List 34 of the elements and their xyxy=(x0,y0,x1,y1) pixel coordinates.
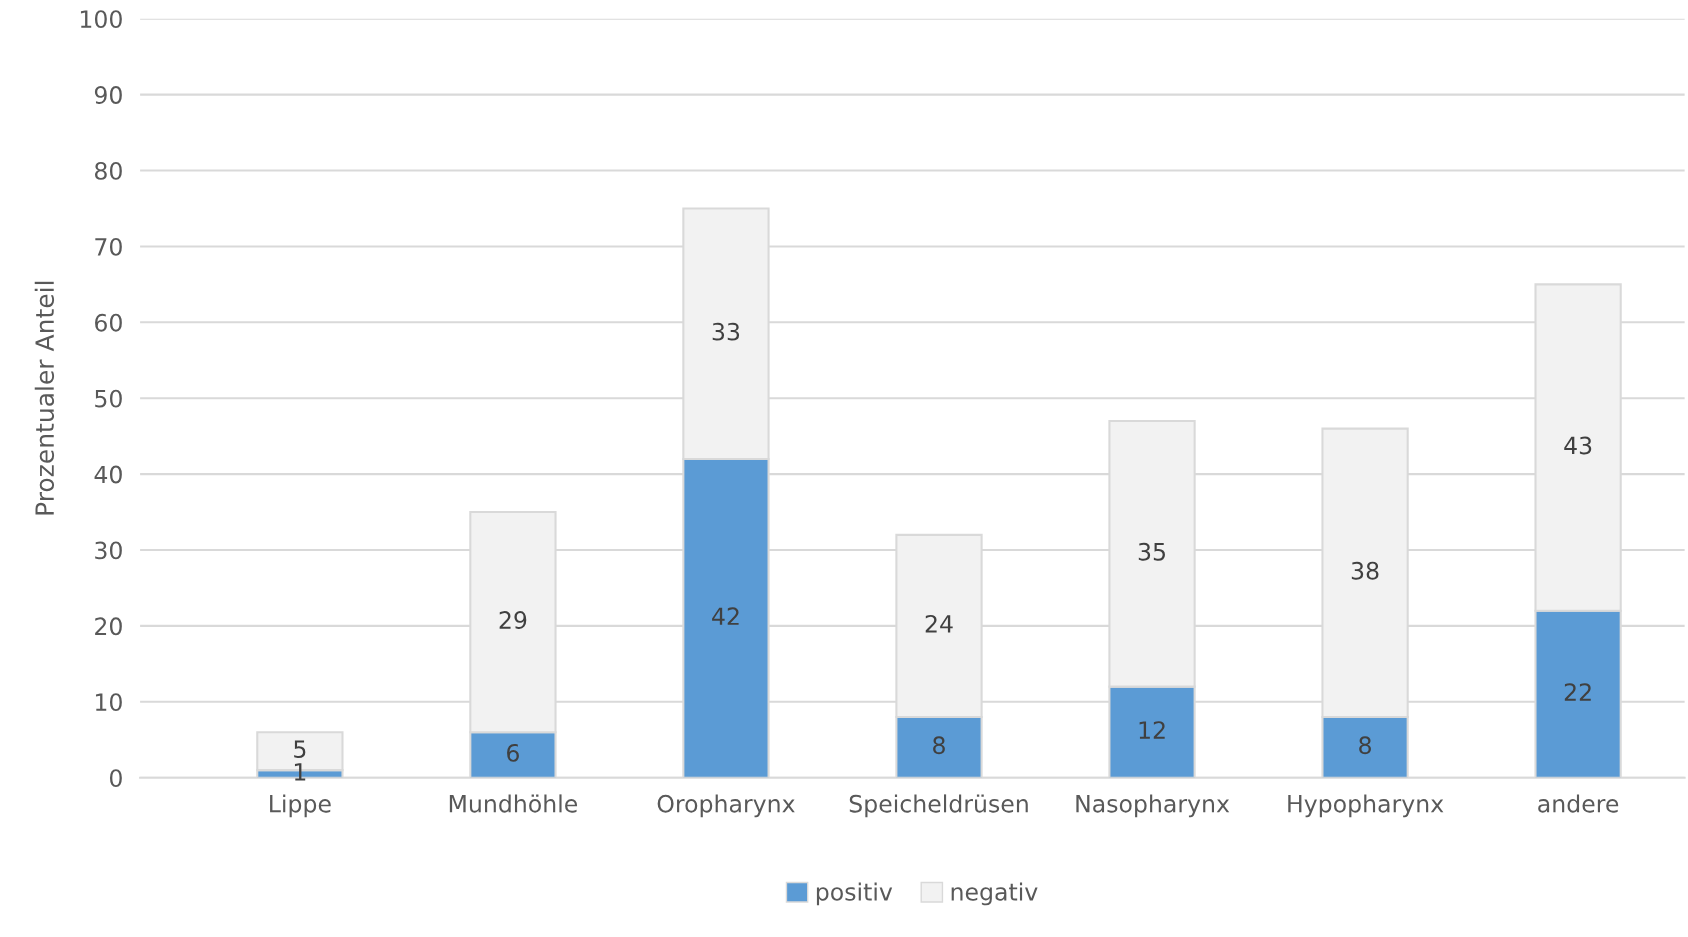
x-tick-label: Mundhöhle xyxy=(449,794,578,813)
data-label: 38 xyxy=(1351,561,1379,580)
y-tick-label: 10 xyxy=(95,693,122,712)
y-tick-label: 90 xyxy=(94,86,122,104)
data-label: 8 xyxy=(933,736,945,755)
x-tick-label: andere xyxy=(1538,794,1619,813)
x-tick-label: Speicheldrüsen xyxy=(849,794,1028,818)
y-tick-label: 30 xyxy=(95,541,122,560)
y-tick-label: 60 xyxy=(95,313,122,332)
data-label: 33 xyxy=(712,322,740,341)
y-tick-label: 50 xyxy=(95,389,122,408)
data-label: 5 xyxy=(294,740,306,758)
data-label: 29 xyxy=(499,611,527,629)
data-label: 22 xyxy=(1564,683,1591,701)
y-tick-label: 100 xyxy=(80,10,122,29)
x-tick-label: Lippe xyxy=(270,794,331,818)
y-tick-label: 40 xyxy=(94,465,122,484)
x-tick-label: Nasopharynx xyxy=(1076,794,1230,818)
y-tick-label: 70 xyxy=(95,237,122,256)
data-label: 24 xyxy=(925,614,953,633)
data-label: 8 xyxy=(1359,736,1371,755)
x-tick-label: Oropharynx xyxy=(657,794,795,818)
y-tick-label: 80 xyxy=(94,161,122,180)
data-label: 6 xyxy=(507,743,519,762)
legend-label: positiv xyxy=(816,882,893,906)
x-tick-label: Hypopharynx xyxy=(1288,794,1444,818)
y-tick-label: 0 xyxy=(109,769,122,788)
data-label: 42 xyxy=(712,607,739,625)
data-label: 43 xyxy=(1564,436,1592,455)
data-label: 12 xyxy=(1139,721,1165,739)
data-label: 35 xyxy=(1138,542,1165,561)
y-tick-label: 20 xyxy=(95,617,122,636)
legend-label: negativ xyxy=(951,882,1038,906)
y-axis-title: Prozentualer Anteil xyxy=(34,281,55,515)
